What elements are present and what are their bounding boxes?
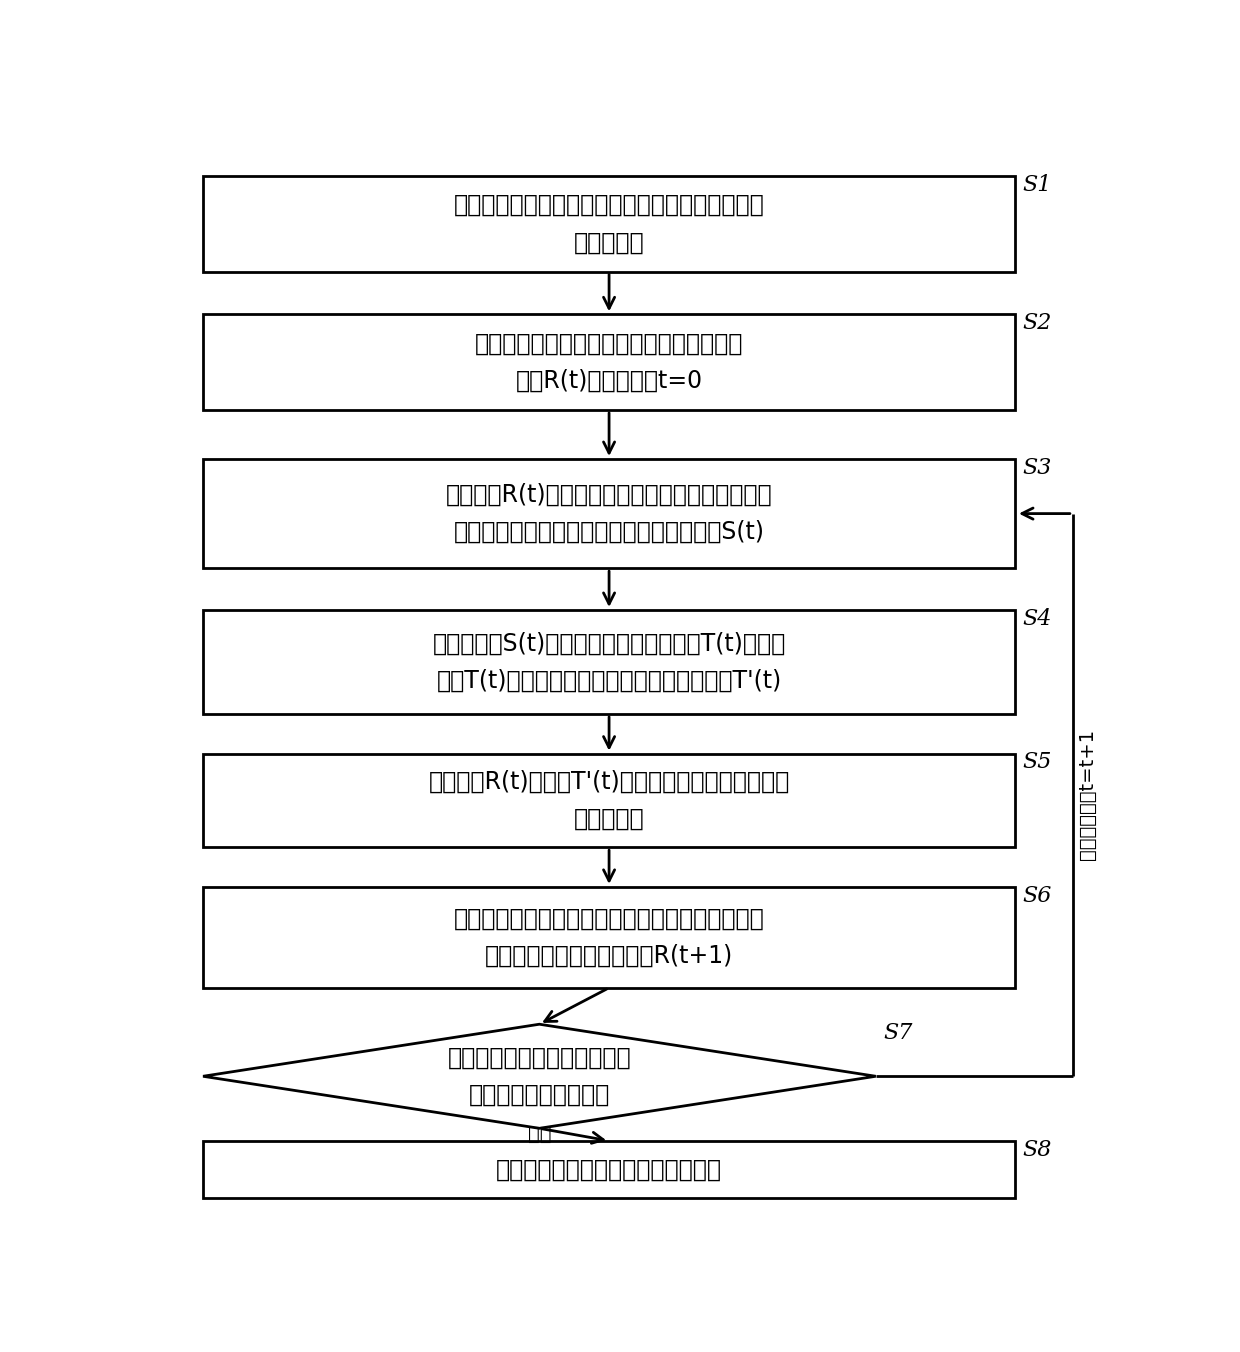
Text: 计算种群R(t)和种群T'(t)的并集中的每个染色体的适
应度函数值: 计算种群R(t)和种群T'(t)的并集中的每个染色体的适 应度函数值 (429, 769, 790, 831)
Text: 判断遗传算法的当前迭代次数
是否达到最大迭代次数: 判断遗传算法的当前迭代次数 是否达到最大迭代次数 (448, 1045, 631, 1107)
Text: S4: S4 (1023, 608, 1053, 630)
Text: 计算并集中的每个染色体的选择概率，并根据选择
概率选择染色体，生成种群R(t+1): 计算并集中的每个染色体的选择概率，并根据选择 概率选择染色体，生成种群R(t+1… (454, 907, 764, 968)
Text: S1: S1 (1023, 173, 1053, 196)
Text: S7: S7 (883, 1022, 913, 1044)
Text: 导入可能的多个充电站点及需求点数据，并设置遗
传算法参数: 导入可能的多个充电站点及需求点数据，并设置遗 传算法参数 (454, 193, 764, 254)
FancyBboxPatch shape (203, 1141, 1016, 1198)
Text: S5: S5 (1023, 752, 1053, 773)
Text: 达到: 达到 (528, 1125, 551, 1144)
FancyBboxPatch shape (203, 887, 1016, 988)
FancyBboxPatch shape (203, 314, 1016, 410)
Text: S3: S3 (1023, 457, 1053, 479)
Text: S6: S6 (1023, 884, 1053, 907)
Text: 对多个充电站点进行染色体编码，形成初始
种群R(t)，进化代数t=0: 对多个充电站点进行染色体编码，形成初始 种群R(t)，进化代数t=0 (475, 331, 743, 393)
FancyBboxPatch shape (203, 458, 1016, 568)
Text: 对父代种群S(t)进行克隆繁殖，形成种群T(t)，并对
种群T(t)中的每个染色体交叉变异，形成种群T'(t): 对父代种群S(t)进行克隆繁殖，形成种群T(t)，并对 种群T(t)中的每个染色… (433, 631, 786, 692)
Text: 未达到时，令t=t+1: 未达到时，令t=t+1 (1078, 729, 1096, 860)
Polygon shape (203, 1025, 875, 1129)
Text: S2: S2 (1023, 312, 1053, 334)
Text: S8: S8 (1023, 1138, 1053, 1161)
FancyBboxPatch shape (203, 753, 1016, 848)
FancyBboxPatch shape (203, 176, 1016, 272)
FancyBboxPatch shape (203, 610, 1016, 714)
Text: 计算种群R(t)的每个染色体的适应度函数值，并根
据适应度函数值对进行筛选，生成父代种群S(t): 计算种群R(t)的每个染色体的适应度函数值，并根 据适应度函数值对进行筛选，生成… (445, 483, 773, 545)
Text: 输出用于指示最优充电站选址的结果: 输出用于指示最优充电站选址的结果 (496, 1157, 722, 1182)
